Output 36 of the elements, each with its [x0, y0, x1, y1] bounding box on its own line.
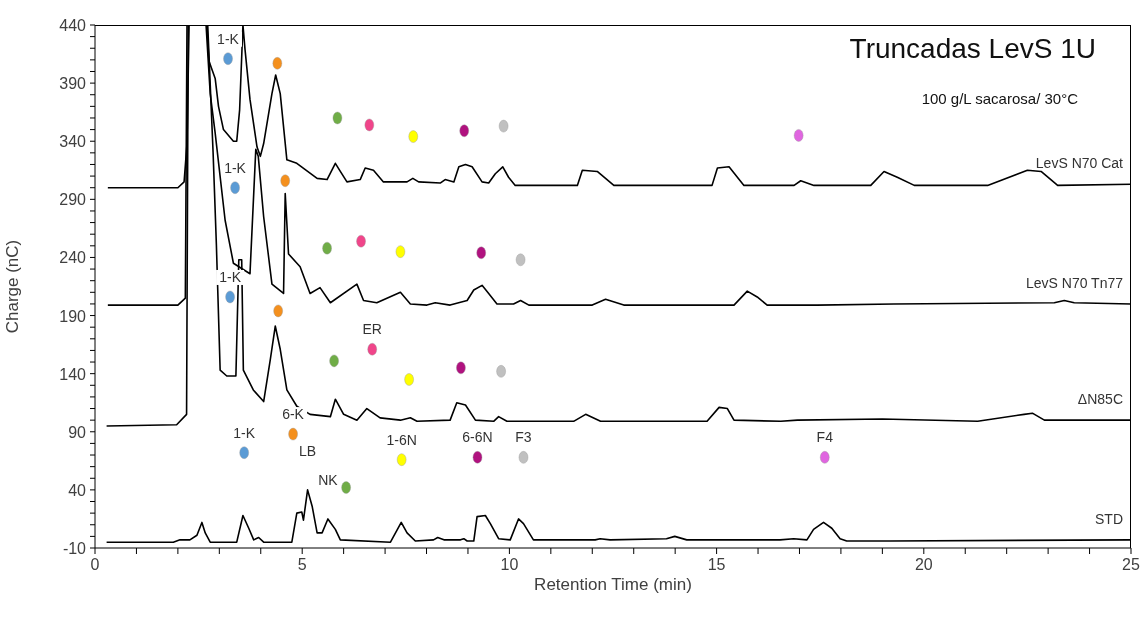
y-tick-label: 440: [59, 17, 87, 34]
annotation: ER: [362, 321, 382, 338]
y-tick-label: 240: [59, 249, 87, 267]
y-tick-label: -10: [62, 540, 87, 557]
annotation: 1-K: [233, 424, 256, 441]
y-tick-label: 40: [68, 481, 87, 499]
y-axis-title: Charge (nC): [3, 239, 23, 334]
annotation: LB: [299, 442, 317, 459]
annotation: 1-K: [224, 159, 247, 176]
x-tick-label: 5: [297, 556, 307, 573]
x-tick-label: 25: [1122, 556, 1140, 573]
annotation: 1-K: [219, 268, 242, 285]
text: 100 g/L sacarosa/ 30°C: [921, 90, 1078, 107]
chart-title: Truncadas LevS 1U: [849, 33, 1096, 65]
x-axis-title: Retention Time (min): [534, 575, 692, 594]
series-label: ΔN85C: [1077, 391, 1123, 408]
annotation: 1-K: [217, 30, 240, 47]
series-label: LevS N70 Cat: [1035, 155, 1124, 172]
y-tick-label: 90: [68, 423, 87, 441]
annotation: 1-6N: [386, 431, 417, 448]
series-label: LevS N70 Tn77: [1025, 274, 1124, 291]
annotation: NK: [318, 471, 339, 488]
y-tick-label: 340: [59, 133, 87, 151]
x-tick-label: 20: [914, 556, 933, 573]
y-tick-label: 140: [59, 365, 87, 383]
annotation: 6-6N: [462, 429, 493, 446]
annotation: F3: [515, 429, 532, 446]
y-tick-label: 290: [59, 191, 87, 209]
x-tick-label: 0: [90, 556, 100, 573]
annotation: F4: [816, 429, 834, 446]
annotation: 6-K: [282, 406, 305, 423]
x-tick-label: 15: [707, 556, 726, 573]
y-tick-label: 390: [59, 75, 87, 93]
x-tick-label: 10: [500, 556, 519, 573]
series-label: STD: [1095, 510, 1123, 527]
y-tick-label: 190: [59, 307, 87, 325]
